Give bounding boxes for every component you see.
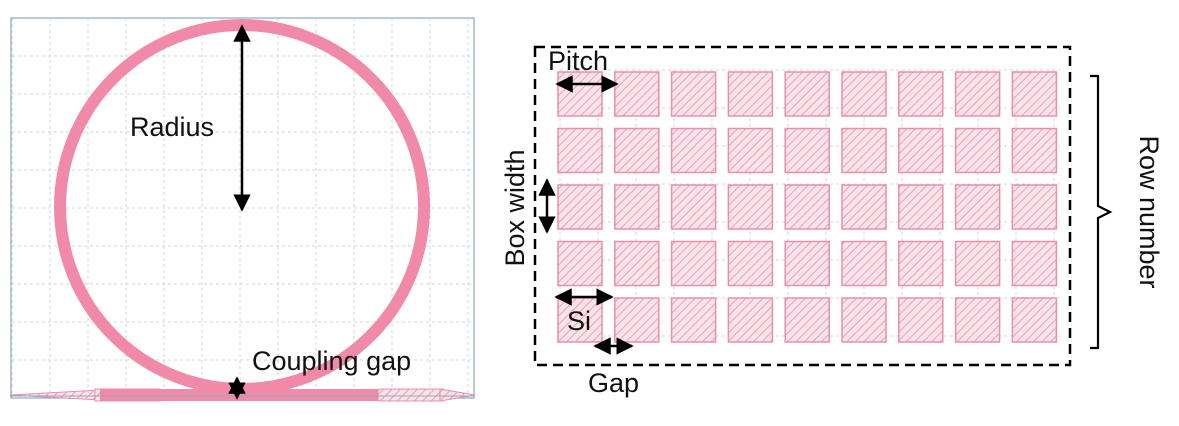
si-box <box>954 127 1001 174</box>
si-box <box>670 297 717 343</box>
si-box <box>727 240 774 287</box>
si-box <box>784 127 830 174</box>
si-box <box>1011 71 1058 117</box>
si-box <box>841 71 887 117</box>
si-box <box>841 127 887 174</box>
si-box <box>954 297 1001 343</box>
si-box <box>954 184 1001 230</box>
pitch-label: Pitch <box>548 46 608 76</box>
si-box <box>727 184 774 230</box>
si-box <box>614 297 660 343</box>
si-box <box>784 297 830 343</box>
si-box <box>727 297 774 343</box>
array-boundary <box>533 45 1072 367</box>
si-box <box>670 184 717 230</box>
si-box <box>1011 184 1058 230</box>
si-box <box>898 297 944 343</box>
si-box <box>670 240 717 287</box>
si-box <box>1011 127 1058 174</box>
si-box <box>670 127 717 174</box>
si-box <box>670 71 717 117</box>
si-box <box>557 240 603 287</box>
si-box <box>614 240 660 287</box>
row-number-brace <box>1090 74 1113 350</box>
si-box <box>954 71 1001 117</box>
si-box <box>898 71 944 117</box>
box-array-panel: Pitch Box width Si Gap Row number <box>500 45 1164 398</box>
si-box <box>557 184 603 230</box>
si-box <box>784 184 830 230</box>
si-box <box>898 240 944 287</box>
si-box <box>841 184 887 230</box>
si-box <box>727 127 774 174</box>
coupling-gap-label: Coupling gap <box>252 346 411 376</box>
si-box <box>784 240 830 287</box>
ring-resonator-panel: Radius Coupling gap <box>9 17 476 402</box>
si-label: Si <box>567 306 591 336</box>
row-number-label: Row number <box>1134 135 1164 288</box>
si-box <box>841 297 887 343</box>
si-box <box>614 127 660 174</box>
si-box <box>557 127 603 174</box>
si-box <box>954 240 1001 287</box>
box-width-label: Box width <box>500 149 530 266</box>
si-box <box>1011 297 1058 343</box>
si-box <box>727 71 774 117</box>
si-box-array <box>557 71 1058 343</box>
si-box <box>614 184 660 230</box>
radius-label: Radius <box>130 112 214 142</box>
si-box <box>557 71 603 117</box>
gap-label: Gap <box>588 368 639 398</box>
bus-waveguide <box>9 388 476 402</box>
si-box <box>614 71 660 117</box>
si-box <box>784 71 830 117</box>
si-box <box>898 184 944 230</box>
si-box <box>841 240 887 287</box>
si-box <box>1011 240 1058 287</box>
si-box <box>898 127 944 174</box>
